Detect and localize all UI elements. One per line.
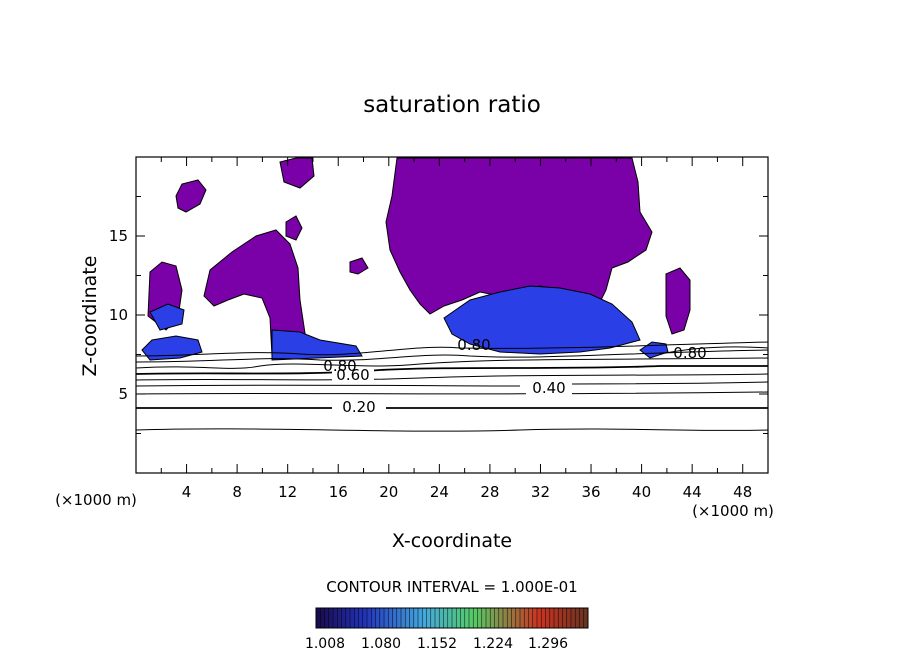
- chart-title: saturation ratio: [363, 92, 541, 118]
- y-axis: 5 10 15: [109, 196, 768, 434]
- colorbar-labels: 1.008 1.080 1.152 1.224 1.296: [305, 636, 568, 652]
- x-tick-label: 20: [379, 483, 398, 501]
- x-tick-label: 40: [632, 483, 651, 501]
- contour-label-text: 0.20: [342, 398, 375, 416]
- x-axis: 4 8 12 16 20 24 28 32 36 40 44 48: [160, 157, 752, 501]
- y-axis-label: Z-coordinate: [79, 256, 101, 377]
- contour-label-text: 0.40: [532, 379, 565, 397]
- contour-label: 0.60: [332, 366, 374, 384]
- y-tick-label: 15: [109, 227, 128, 245]
- x-tick-label: 12: [278, 483, 297, 501]
- x-axis-label: X-coordinate: [392, 530, 512, 552]
- colorbar-tick-label: 1.080: [361, 636, 401, 652]
- contour-label-bg: [334, 398, 384, 416]
- saturated-region: [175, 179, 207, 213]
- contour-line: [136, 357, 768, 369]
- contour-label: 0.80: [673, 344, 706, 362]
- supersaturated-region: [141, 335, 203, 361]
- colorbar-stripes: [319, 608, 585, 628]
- contour-lines: [136, 341, 768, 432]
- saturated-region: [285, 215, 303, 241]
- x-tick-label: 48: [733, 483, 752, 501]
- colorbar-tick-label: 1.152: [417, 636, 457, 652]
- contour-label: 0.80: [323, 357, 356, 375]
- contour-line: [659, 346, 768, 355]
- contour-label: 0.20: [334, 398, 384, 416]
- x-tick-label: 4: [182, 483, 192, 501]
- contour-label-bg: [332, 367, 374, 383]
- supersaturated-region: [271, 329, 363, 361]
- contour-label-text: 0.60: [336, 366, 369, 384]
- colorbar: 1.008 1.080 1.152 1.224 1.296: [305, 607, 589, 652]
- plot-area: [136, 157, 768, 432]
- contour-label: 0.40: [526, 379, 572, 397]
- contour-label: 0.80: [457, 336, 490, 354]
- saturated-region: [349, 257, 369, 275]
- x-tick-label: 16: [329, 483, 348, 501]
- contour-label-text: 0.80: [457, 336, 490, 354]
- contour-interval-text: CONTOUR INTERVAL = 1.000E-01: [326, 578, 577, 596]
- contour-line: [136, 341, 768, 357]
- contour-labels: 0.20 0.40 0.60 0.80 0.80 0.80: [323, 336, 707, 416]
- x-tick-label: 28: [480, 483, 499, 501]
- x-tick-label: 24: [430, 483, 449, 501]
- contour-line: [136, 428, 768, 432]
- y-tick-label: 10: [109, 306, 128, 324]
- saturated-region: [279, 157, 315, 189]
- contour-line: [136, 381, 768, 387]
- contour-label-bg: [526, 379, 572, 397]
- x-tick-label: 32: [531, 483, 550, 501]
- colorbar-tick-label: 1.224: [473, 636, 513, 652]
- x-unit-left: (×1000 m): [55, 491, 137, 509]
- x-tick-label: 8: [232, 483, 242, 501]
- contour-line: [136, 373, 768, 381]
- contour-line: [136, 391, 768, 395]
- saturated-region: [665, 267, 691, 335]
- x-tick-label: 36: [581, 483, 600, 501]
- contour-label-text: 0.80: [673, 344, 706, 362]
- supersaturated-region: [149, 303, 185, 331]
- colorbar-tick-label: 1.296: [528, 636, 568, 652]
- colorbar-tick-label: 1.008: [305, 636, 345, 652]
- x-tick-label: 44: [683, 483, 702, 501]
- y-tick-label: 5: [118, 385, 128, 403]
- supersaturated-region: [639, 341, 669, 359]
- contour-label-text: 0.80: [323, 357, 356, 375]
- contour-line: [136, 349, 768, 363]
- x-unit-right: (×1000 m): [692, 502, 774, 520]
- contour-line: [136, 365, 768, 375]
